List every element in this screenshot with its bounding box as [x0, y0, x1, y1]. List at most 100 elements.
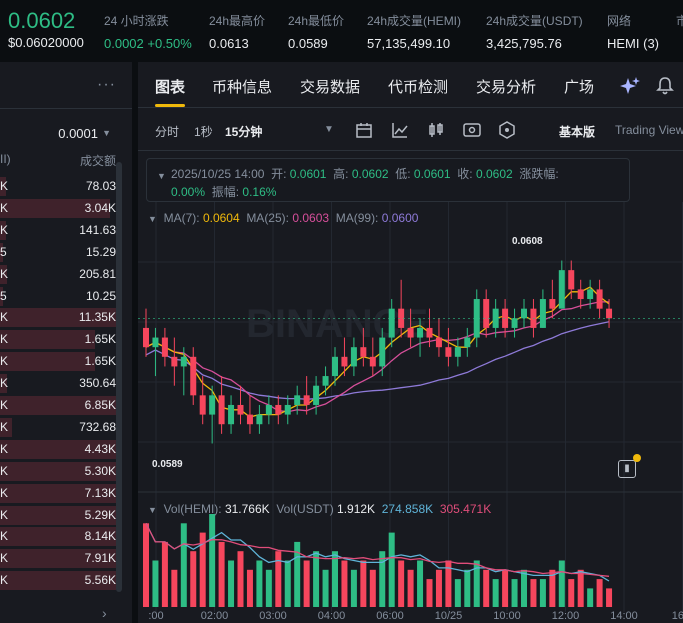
candle-type-icon[interactable]	[427, 121, 445, 139]
ma99-label: MA(99):	[335, 211, 379, 225]
order-book-row[interactable]: K 8.14K	[0, 526, 116, 547]
row-amount: K	[0, 529, 9, 544]
candle-body	[294, 395, 301, 405]
volume-bar	[190, 551, 197, 607]
volume-bar	[407, 569, 414, 607]
volume-bar	[596, 579, 603, 607]
order-book-row[interactable]: K 141.63	[0, 220, 116, 241]
stat-value: 0.0002 +0.50%	[104, 36, 192, 51]
bell-icon[interactable]	[656, 76, 674, 96]
hexagon-icon[interactable]	[498, 121, 516, 139]
order-book-row[interactable]: K 5.56K	[0, 570, 116, 591]
volume-bar	[303, 560, 310, 607]
collapse-icon[interactable]: ▼	[148, 505, 157, 515]
tab-trade-analysis[interactable]: 交易分析	[476, 79, 537, 96]
volume-bar	[275, 551, 282, 607]
order-book-row[interactable]: K 7.13K	[0, 483, 116, 504]
stat-24h-volume-usdt: 24h成交量(USDT) 3,425,795.76	[486, 12, 583, 51]
candle-body	[171, 356, 178, 367]
volume-bar	[426, 579, 433, 607]
collapse-icon[interactable]: ▼	[148, 214, 157, 224]
volume-bar	[587, 588, 594, 607]
row-turnover: 5.30K	[84, 463, 116, 478]
volume-bar	[322, 569, 329, 607]
row-amount: 5	[0, 288, 7, 303]
order-book-row[interactable]: K 205.81	[0, 264, 116, 285]
calendar-icon[interactable]	[355, 121, 373, 139]
tab-square[interactable]: 广场	[564, 79, 595, 96]
order-book-row[interactable]: K 7.91K	[0, 548, 116, 569]
volume-bar	[341, 560, 348, 607]
order-book-row[interactable]: K 5.29K	[0, 505, 116, 526]
order-book-row[interactable]: K 1.65K	[0, 329, 116, 350]
alert-icon[interactable]: ▮	[618, 460, 636, 478]
candle-body	[284, 404, 291, 415]
change-label: 涨跌幅:	[519, 167, 559, 181]
order-book-row[interactable]: K 6.85K	[0, 395, 116, 416]
settings-icon[interactable]	[463, 121, 481, 139]
order-book-row[interactable]: K 11.35K	[0, 307, 116, 328]
tab-trade-data[interactable]: 交易数据	[300, 79, 361, 96]
candle-body	[332, 356, 338, 377]
candle-body	[596, 289, 603, 309]
order-book-row[interactable]: 5 10.25	[0, 286, 116, 307]
tab-coin-info[interactable]: 币种信息	[212, 79, 273, 96]
more-dots-icon[interactable]: ···	[97, 76, 116, 93]
order-book-row[interactable]: K 4.43K	[0, 439, 116, 460]
candle-body	[473, 299, 480, 338]
kline-chart-canvas[interactable]: BINANCE:00 02:00 03:00 04:00 06:00 10/25 10:00…	[138, 152, 683, 623]
precision-select[interactable]: 0.0001	[58, 126, 98, 141]
row-amount: K	[0, 376, 9, 391]
order-book-row[interactable]: K 1.65K	[0, 351, 116, 372]
tab-token-check[interactable]: 代币检测	[388, 79, 449, 96]
candle-body	[549, 299, 556, 309]
stat-value: 0.0613	[209, 36, 249, 51]
timeframe-dropdown-icon[interactable]: ▼	[324, 124, 334, 135]
stat-24h-volume-hemi: 24h成交量(HEMI) 57,135,499.10	[367, 12, 461, 51]
ai-sparkle-icon[interactable]	[620, 76, 640, 96]
volume-bar	[228, 560, 235, 607]
order-book-row[interactable]: 5 15.29	[0, 242, 116, 263]
depth-bar	[0, 396, 116, 415]
indicator-icon[interactable]	[391, 121, 409, 139]
order-book-row[interactable]: K 732.68	[0, 417, 116, 438]
view-tradingview-button[interactable]: Trading View	[615, 123, 683, 137]
candle-time: 2025/10/25 14:00	[171, 167, 265, 181]
row-turnover: 1.65K	[84, 332, 116, 347]
view-basic-button[interactable]: 基本版	[559, 125, 596, 139]
x-tick-label: 14:00	[610, 610, 638, 622]
chevron-right-icon[interactable]: ›	[102, 605, 107, 621]
candle-body	[152, 337, 159, 348]
volume-bar	[209, 514, 216, 607]
collapse-icon[interactable]: ▼	[157, 171, 166, 181]
order-book-row[interactable]: K 5.30K	[0, 461, 116, 482]
scrollbar[interactable]	[116, 162, 122, 592]
vol-usdt-label: Vol(USDT)	[276, 502, 334, 516]
timeframe-15m[interactable]: 15分钟	[225, 125, 263, 139]
volume-bar	[256, 560, 263, 607]
volume-bar	[294, 541, 301, 607]
order-book-row[interactable]: K 350.64	[0, 373, 116, 394]
depth-bar	[0, 330, 96, 350]
close-label: 收:	[457, 167, 473, 181]
timeframe-line[interactable]: 分时	[155, 125, 180, 139]
volume-bar	[284, 560, 291, 607]
volume-bar	[539, 579, 546, 607]
candle-body	[190, 356, 197, 396]
depth-bar	[0, 198, 111, 218]
volume-bar	[473, 560, 480, 607]
timeframe-1s[interactable]: 1秒	[194, 125, 213, 139]
volume-bar	[350, 569, 357, 607]
x-tick-label: 10/25	[435, 610, 463, 622]
open-value: 0.0601	[289, 167, 327, 181]
depth-bar	[0, 549, 116, 569]
order-book-row[interactable]: K 3.04K	[0, 198, 116, 219]
vol-hemi-value: 31.766K	[224, 502, 270, 516]
ma7-label: MA(7):	[163, 211, 200, 225]
order-book-row[interactable]: K 78.03	[0, 176, 116, 197]
volume-bar	[568, 579, 575, 607]
stat-network[interactable]: 网络 HEMI (3)	[607, 12, 659, 51]
kline-chart[interactable]: BINANCE:00 02:00 03:00 04:00 06:00 10/25 10:00…	[138, 152, 683, 623]
chevron-down-icon[interactable]: ▼	[102, 128, 111, 138]
tab-chart[interactable]: 图表	[155, 79, 186, 96]
